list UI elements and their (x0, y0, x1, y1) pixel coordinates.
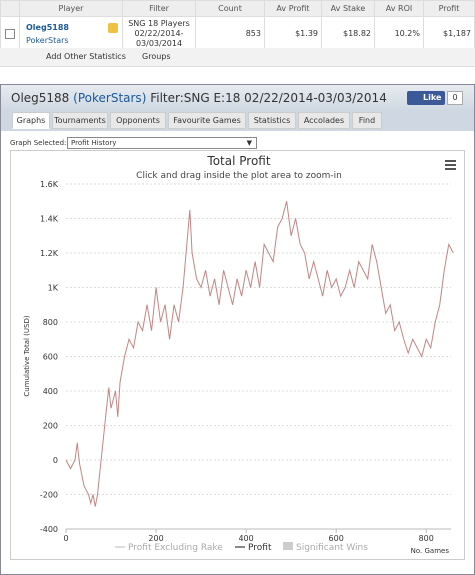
player-link[interactable]: Oleg5188 (26, 22, 69, 32)
header-cell (0, 0, 20, 17)
tab[interactable]: Tournaments (52, 112, 108, 129)
site-link[interactable]: PokerStars (26, 35, 69, 45)
x-tick-label: 800 (419, 534, 434, 543)
checkbox-cell[interactable] (0, 16, 20, 51)
graph-dropdown[interactable]: Profit History ▼ (67, 137, 257, 149)
profit-cell: $1,187 (423, 16, 475, 51)
x-tick-label: 200 (148, 534, 163, 543)
y-tick-label: 0 (53, 456, 58, 465)
header-cell: Player (19, 0, 123, 17)
tab[interactable]: Accolades (298, 112, 350, 129)
line (65, 201, 454, 507)
panel-player: Oleg5188 (11, 91, 70, 105)
av-stake-cell: $18.82 (321, 16, 375, 51)
header-cell: Av Stake (321, 0, 375, 17)
header-cell: Profit (423, 0, 475, 17)
menu-icon[interactable] (445, 160, 456, 170)
y-tick-label: 1K (48, 284, 59, 293)
panel-filter: Filter:SNG E:18 02/22/2014-03/03/2014 (150, 91, 387, 105)
player-cell: Oleg5188 PokerStars (19, 16, 123, 51)
legend-label: Significant Wins (296, 543, 368, 553)
chart: Total Profit Click and drag inside the p… (23, 154, 456, 555)
header-cell: Av ROI (374, 0, 424, 17)
header-cell: Filter (122, 0, 196, 17)
like-button[interactable]: Like (407, 91, 446, 105)
x-tick-label: 400 (238, 534, 253, 543)
y-tick-label: -200 (40, 491, 58, 500)
filter-cell: SNG 18 Players 02/22/2014-03/03/2014 (122, 16, 196, 51)
y-tick-label: 800 (43, 318, 58, 327)
tab[interactable]: Opponents (110, 112, 166, 129)
header-cell: Av Profit (264, 0, 322, 17)
tab[interactable]: Statistics (248, 112, 296, 129)
like-count: 0 (447, 91, 463, 105)
y-tick-label: -400 (40, 525, 58, 534)
graph-dropdown-value: Profit History (71, 139, 117, 147)
tab[interactable]: Find (352, 112, 382, 129)
av-roi-cell: 10.2% (374, 16, 424, 51)
x-axis-label: No. Games (411, 547, 450, 555)
x-tick-label: 0 (63, 534, 68, 543)
toolbar: Add Other Statistics Groups (0, 48, 475, 67)
x-tick-label: 600 (329, 534, 344, 543)
chart-subtitle: Click and drag inside the plot area to z… (136, 171, 342, 181)
panel-title: Oleg5188 (PokerStars) Filter:SNG E:18 02… (1, 85, 474, 111)
y-tick-label: 600 (43, 353, 58, 362)
chart-title: Total Profit (206, 154, 270, 168)
y-tick-label: 1.2K (40, 249, 59, 258)
y-tick-label: 1.4K (40, 215, 59, 224)
y-tick-label: 200 (43, 422, 58, 431)
star-icon[interactable] (108, 23, 118, 33)
legend-swatch (283, 542, 293, 550)
legend-label: Profit Excluding Rake (128, 543, 223, 553)
groups-button[interactable]: Groups (142, 52, 171, 61)
tab[interactable]: Graphs (12, 112, 50, 129)
av-profit-cell: $1.39 (264, 16, 322, 51)
y-tick-label: 1.6K (40, 180, 59, 189)
y-axis-label: Cumulative Total (USD) (23, 315, 31, 396)
legend-label: Profit (248, 543, 272, 553)
y-tick-label: 400 (43, 387, 58, 396)
stats-table: Player Filter Count Av Profit Av Stake A… (0, 0, 475, 51)
graph-selected-label: Graph Selected: (10, 139, 67, 147)
chart-box: Total Profit Click and drag inside the p… (10, 150, 465, 560)
count-cell: 853 (195, 16, 265, 51)
header-cell: Count (195, 0, 265, 17)
tab[interactable]: Favourite Games (168, 112, 246, 129)
dropdown-arrow: ▼ (246, 139, 252, 147)
panel-site: (PokerStars) (73, 91, 147, 105)
add-stats-button[interactable]: Add Other Statistics (46, 52, 126, 61)
